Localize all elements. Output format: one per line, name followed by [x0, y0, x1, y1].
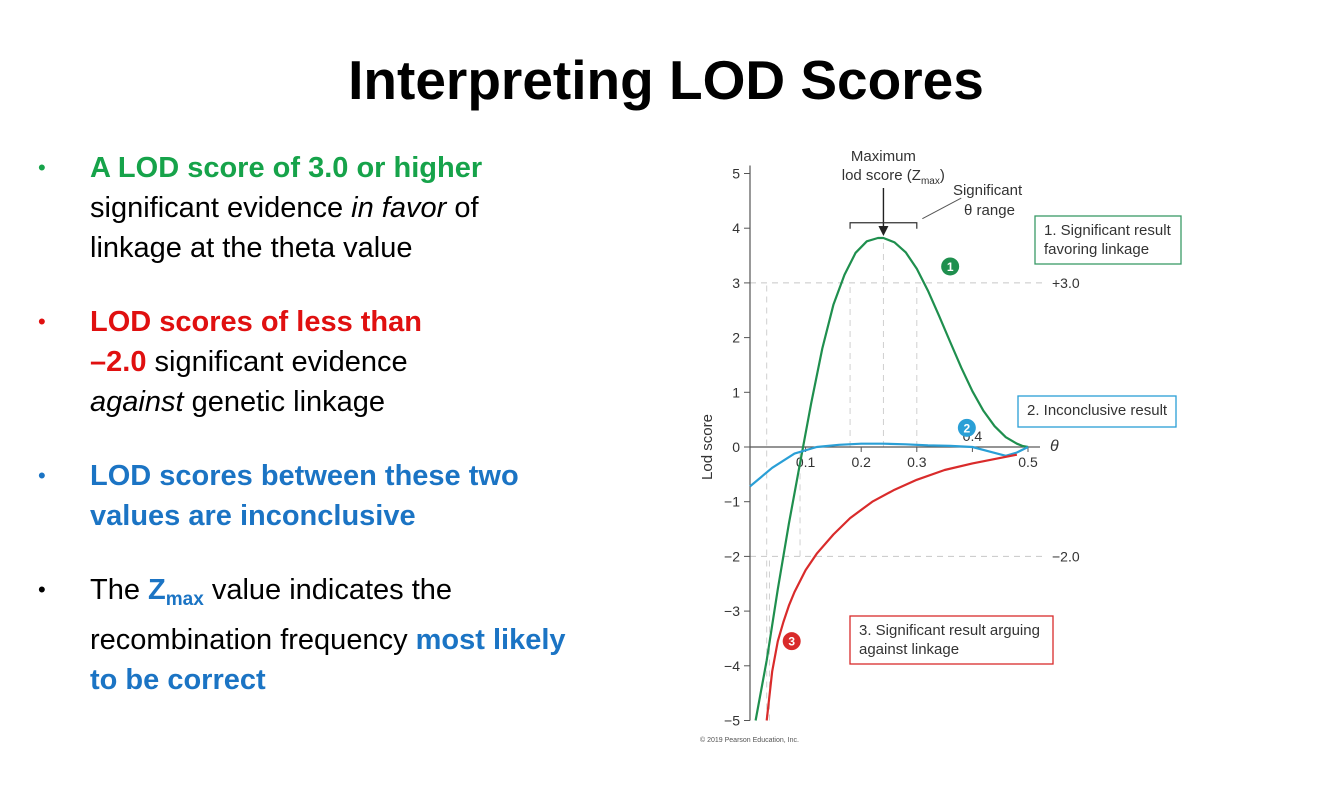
- result-box-2-frame: [1017, 395, 1177, 428]
- series-marker: 2: [957, 418, 976, 437]
- bullet-text: significant evidence: [146, 346, 408, 378]
- bullet-dot: •: [38, 155, 46, 180]
- y-tick-label: −1: [724, 494, 740, 510]
- result-box-3-text: against linkage: [859, 641, 959, 658]
- theta-range-leader: [922, 197, 962, 220]
- bullet-highlight-value: –2.0: [90, 346, 147, 378]
- bullet-text: significant evidence: [90, 192, 352, 224]
- y-axis-label: Lod score: [699, 414, 716, 480]
- bullet-highlight: A LOD score of 3.0 or higher: [90, 152, 483, 184]
- chart-curves: 1 2 3: [749, 236, 1029, 721]
- series-marker: 1: [941, 257, 960, 276]
- y-tick-label: 2: [732, 330, 740, 346]
- zmax-title: Maximum: [851, 148, 916, 165]
- zmax-arrowhead: [878, 226, 889, 237]
- bullet-text: genetic linkage: [183, 386, 386, 418]
- bullet-highlight: LOD scores of less than: [90, 306, 422, 338]
- range-label-line2: θ range: [964, 202, 1015, 219]
- series-marker-label: 1: [947, 260, 954, 274]
- range-label-line1: Significant: [953, 182, 1023, 199]
- zmax-subscript: max: [165, 589, 204, 610]
- series-3-line: [765, 453, 1018, 721]
- x-tick-label: 0.3: [907, 454, 927, 470]
- zmax-symbol: Z: [148, 574, 166, 606]
- series-marker: 3: [782, 632, 801, 651]
- series-marker-circle: [941, 257, 960, 276]
- threshold-label: +3.0: [1052, 275, 1080, 291]
- x-tick-label: 0.5: [1018, 454, 1038, 470]
- copyright-notice: © 2019 Pearson Education, Inc.: [700, 736, 799, 744]
- result-box-2-text: 2. Inconclusive result: [1027, 402, 1168, 419]
- zmax-label: lod score (Zmax): [842, 167, 945, 187]
- y-tick-label: −4: [724, 658, 740, 674]
- chart-annotations: Maximum lod score (Zmax) Significant θ rang…: [700, 148, 1182, 744]
- x-axis-label: θ: [1050, 438, 1059, 455]
- bullet-text: value indicates the recombination freque…: [90, 574, 453, 656]
- result-box-2: 2. Inconclusive result: [1017, 395, 1177, 428]
- y-tick-label: 3: [732, 275, 740, 291]
- series-1-line: [754, 236, 1029, 721]
- bullet-italic: against: [90, 386, 184, 418]
- series-marker-label: 3: [788, 635, 795, 649]
- result-box-1-frame: [1034, 215, 1182, 265]
- series-marker-label: 2: [963, 421, 970, 435]
- y-tick-label: 0: [732, 439, 740, 455]
- series-marker-circle: [782, 632, 801, 651]
- bullet-dot: •: [38, 463, 46, 488]
- threshold-label: −2.0: [1052, 548, 1080, 564]
- y-tick-label: 1: [732, 384, 740, 400]
- bullet-dot: •: [38, 577, 46, 602]
- y-tick-label: −2: [724, 548, 740, 564]
- result-box-3-text: 3. Significant result arguing: [859, 622, 1040, 639]
- x-tick-label: 0.2: [851, 454, 871, 470]
- bullet-highlight: LOD scores between these two values are …: [90, 460, 519, 532]
- bullet-text: The: [90, 574, 149, 606]
- result-box-3-frame: [849, 615, 1054, 665]
- result-box-1: 1. Significant result favoring linkage: [1034, 215, 1182, 265]
- series-marker-circle: [957, 418, 976, 437]
- bullet-text: of linkage at the theta value: [90, 192, 479, 264]
- y-tick-label: −5: [724, 713, 740, 729]
- slide-title: Interpreting LOD Scores: [348, 49, 984, 111]
- bullet-italic: in favor: [351, 192, 447, 224]
- y-tick-label: −3: [724, 603, 740, 619]
- result-box-1-text: 1. Significant result: [1044, 222, 1172, 239]
- result-box-1-text: favoring linkage: [1044, 241, 1149, 258]
- y-tick-label: 4: [732, 220, 740, 236]
- theta-range-bracket: [849, 222, 918, 229]
- series-2-line: [749, 442, 1029, 488]
- bullet-highlight: most likely to be correct: [90, 624, 566, 696]
- y-tick-label: 5: [732, 166, 740, 182]
- bullet-dot: •: [38, 309, 46, 334]
- result-box-3: 3. Significant result arguing against lin…: [849, 615, 1054, 665]
